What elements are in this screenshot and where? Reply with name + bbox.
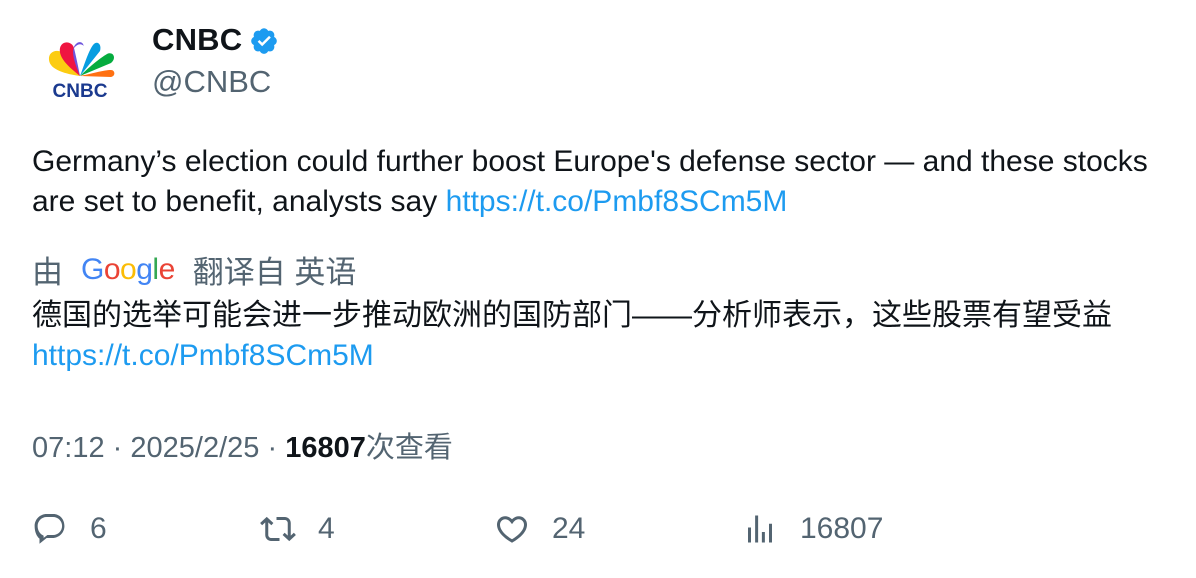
cnbc-peacock-logo: CNBC bbox=[48, 42, 115, 102]
translation-suffix: 翻译自 英语 bbox=[192, 255, 357, 290]
tweet-time[interactable]: 07:12 bbox=[32, 432, 105, 464]
like-count: 24 bbox=[552, 512, 586, 545]
repost-button[interactable]: 4 bbox=[260, 511, 335, 547]
avatar[interactable]: CNBC bbox=[32, 30, 128, 126]
meta-separator: · bbox=[267, 432, 278, 464]
meta-separator: · bbox=[112, 432, 123, 464]
repost-count: 4 bbox=[318, 512, 335, 545]
heart-icon bbox=[496, 516, 528, 543]
action-bar: 6 4 24 16807 bbox=[32, 511, 1172, 555]
reply-icon bbox=[34, 514, 65, 544]
analytics-icon bbox=[748, 515, 772, 543]
reply-button[interactable]: 6 bbox=[32, 511, 107, 547]
views-action-count: 16807 bbox=[800, 512, 884, 545]
tweet-body: Germany’s election could further boost E… bbox=[32, 145, 1148, 218]
translated-text: 德国的选举可能会进一步推动欧洲的国防部门——分析师表示，这些股票有望受益 htt… bbox=[32, 296, 1172, 376]
translation-attribution: 由 Google 翻译自 英语 bbox=[32, 247, 356, 292]
translated-link[interactable]: https://t.co/Pmbf8SCm5M bbox=[32, 339, 374, 372]
google-logo[interactable]: Google bbox=[81, 252, 175, 286]
views-label: 次查看 bbox=[365, 432, 453, 464]
verified-badge-icon[interactable] bbox=[249, 26, 279, 56]
author-name[interactable]: CNBC bbox=[152, 22, 243, 57]
author-name-row: CNBC bbox=[152, 22, 279, 58]
tweet-date[interactable]: 2025/2/25 bbox=[130, 432, 260, 464]
tweet-text: Germany’s election could further boost E… bbox=[32, 142, 1172, 222]
logo-wordmark: CNBC bbox=[53, 81, 108, 102]
translation-prefix: 由 bbox=[32, 255, 63, 290]
tweet-meta: 07:12 · 2025/2/25 · 16807次查看 bbox=[32, 424, 453, 466]
reply-count: 6 bbox=[90, 512, 107, 545]
views-button[interactable]: 16807 bbox=[742, 511, 883, 547]
tweet-link[interactable]: https://t.co/Pmbf8SCm5M bbox=[445, 185, 788, 218]
like-button[interactable]: 24 bbox=[494, 511, 585, 547]
translated-body: 德国的选举可能会进一步推动欧洲的国防部门——分析师表示，这些股票有望受益 bbox=[32, 299, 1112, 332]
repost-icon bbox=[260, 516, 296, 542]
author-handle[interactable]: @CNBC bbox=[152, 64, 272, 99]
views-count: 16807 bbox=[285, 432, 366, 464]
